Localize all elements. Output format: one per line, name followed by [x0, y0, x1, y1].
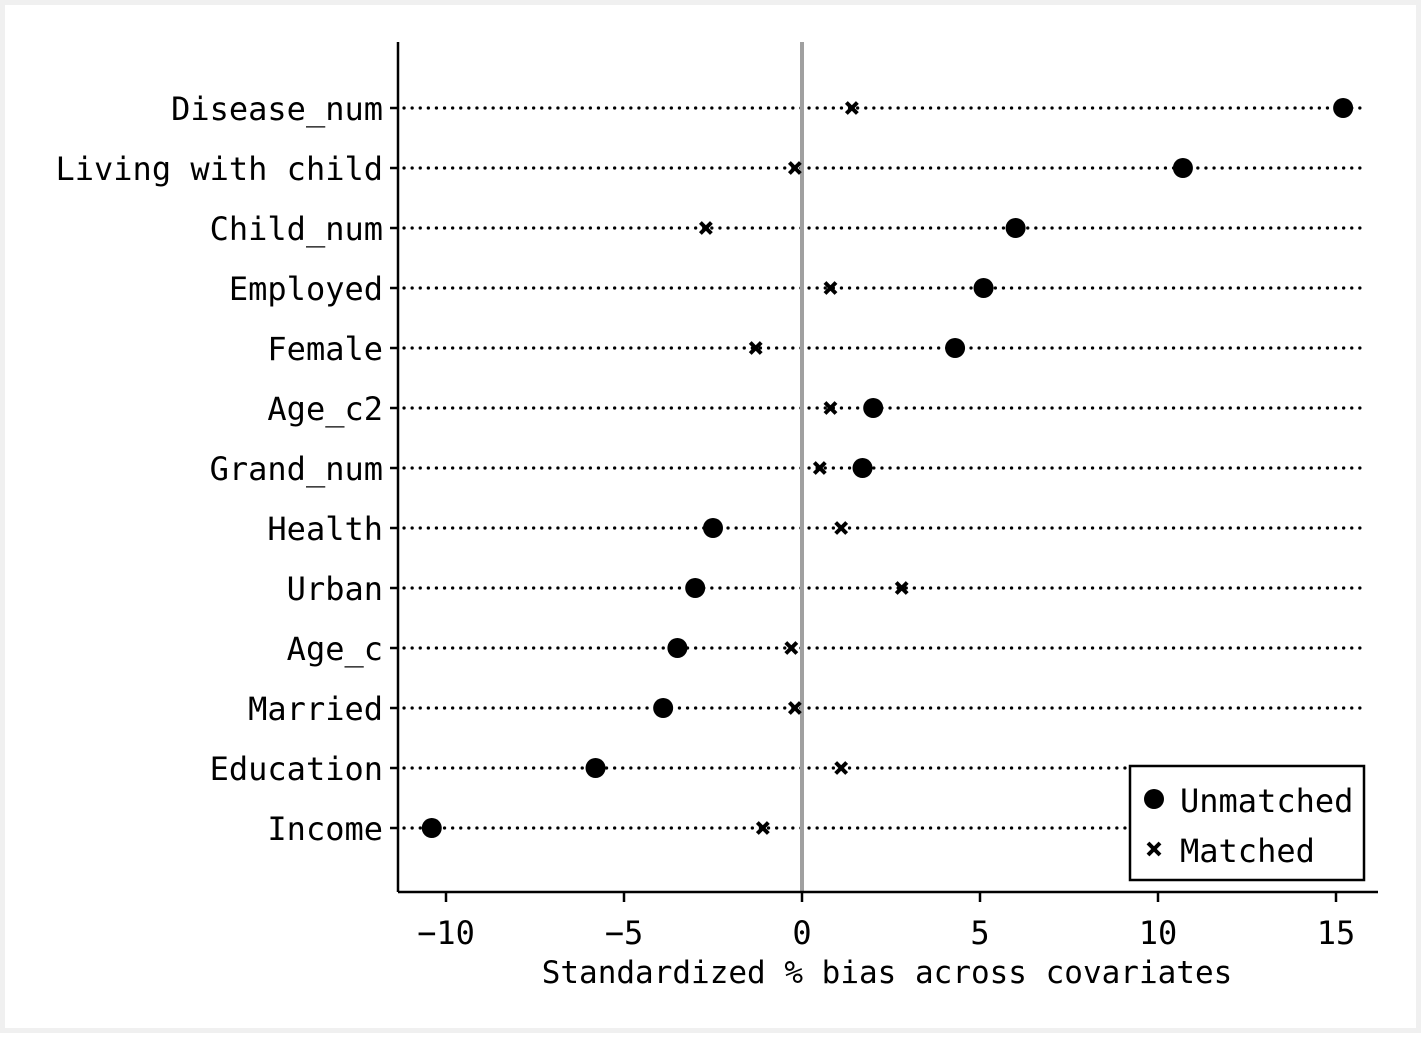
y-tick-label: Employed [229, 270, 383, 308]
matched-point [784, 641, 799, 655]
y-tick-label: Age_c2 [267, 390, 383, 428]
legend-matched-label: Matched [1180, 832, 1315, 870]
matched-point [755, 821, 770, 835]
x-tick-label: −5 [605, 914, 644, 952]
unmatched-point [421, 818, 442, 838]
legend-matched-marker [1146, 841, 1162, 857]
legend-unmatched-label: Unmatched [1180, 782, 1353, 820]
unmatched-point [667, 638, 688, 658]
x-axis-title: Standardized % bias across covariates [542, 955, 1233, 991]
matched-point [894, 581, 909, 595]
x-tick-label: 0 [792, 914, 811, 952]
unmatched-point [1172, 158, 1193, 178]
unmatched-point [585, 758, 606, 778]
matched-point [787, 701, 802, 715]
plot-layer: Disease_num Living with child Child_num Emp… [55, 42, 1378, 952]
unmatched-point [653, 698, 674, 718]
y-tick-label: Health [267, 510, 383, 548]
x-tick-label: 15 [1317, 914, 1356, 952]
matched-point [823, 401, 838, 415]
y-tick-label: Grand_num [210, 450, 383, 488]
unmatched-point [703, 518, 723, 538]
unmatched-point [973, 278, 994, 298]
y-tick-label: Income [267, 810, 383, 848]
matched-point [787, 161, 802, 175]
y-tick-label: Female [267, 330, 383, 368]
unmatched-point [852, 458, 873, 478]
matched-point [823, 281, 838, 295]
matched-point [812, 461, 827, 475]
matched-point [698, 221, 713, 235]
matched-point [834, 761, 849, 775]
unmatched-point [863, 398, 884, 418]
y-tick-label: Urban [287, 570, 383, 608]
legend-box [1128, 764, 1366, 882]
x-tick-label: −10 [417, 914, 475, 952]
unmatched-point [685, 578, 706, 598]
legend: Unmatched Matched [1128, 764, 1366, 882]
y-tick-label: Disease_num [171, 90, 383, 128]
y-tick-label: Married [248, 690, 383, 728]
unmatched-point [1333, 98, 1354, 118]
y-tick-label: Child_num [210, 210, 383, 248]
unmatched-point [1005, 218, 1026, 238]
x-tick-label: 10 [1139, 914, 1178, 952]
y-tick-label: Education [210, 750, 383, 788]
matched-point [748, 341, 763, 355]
legend-unmatched-marker [1144, 789, 1164, 809]
y-tick-label: Living with child [55, 150, 383, 188]
y-tick-label: Age_c [287, 630, 383, 668]
matched-point [844, 101, 859, 115]
matched-point [834, 521, 849, 535]
x-tick-label: 5 [970, 914, 989, 952]
unmatched-point [945, 338, 966, 358]
